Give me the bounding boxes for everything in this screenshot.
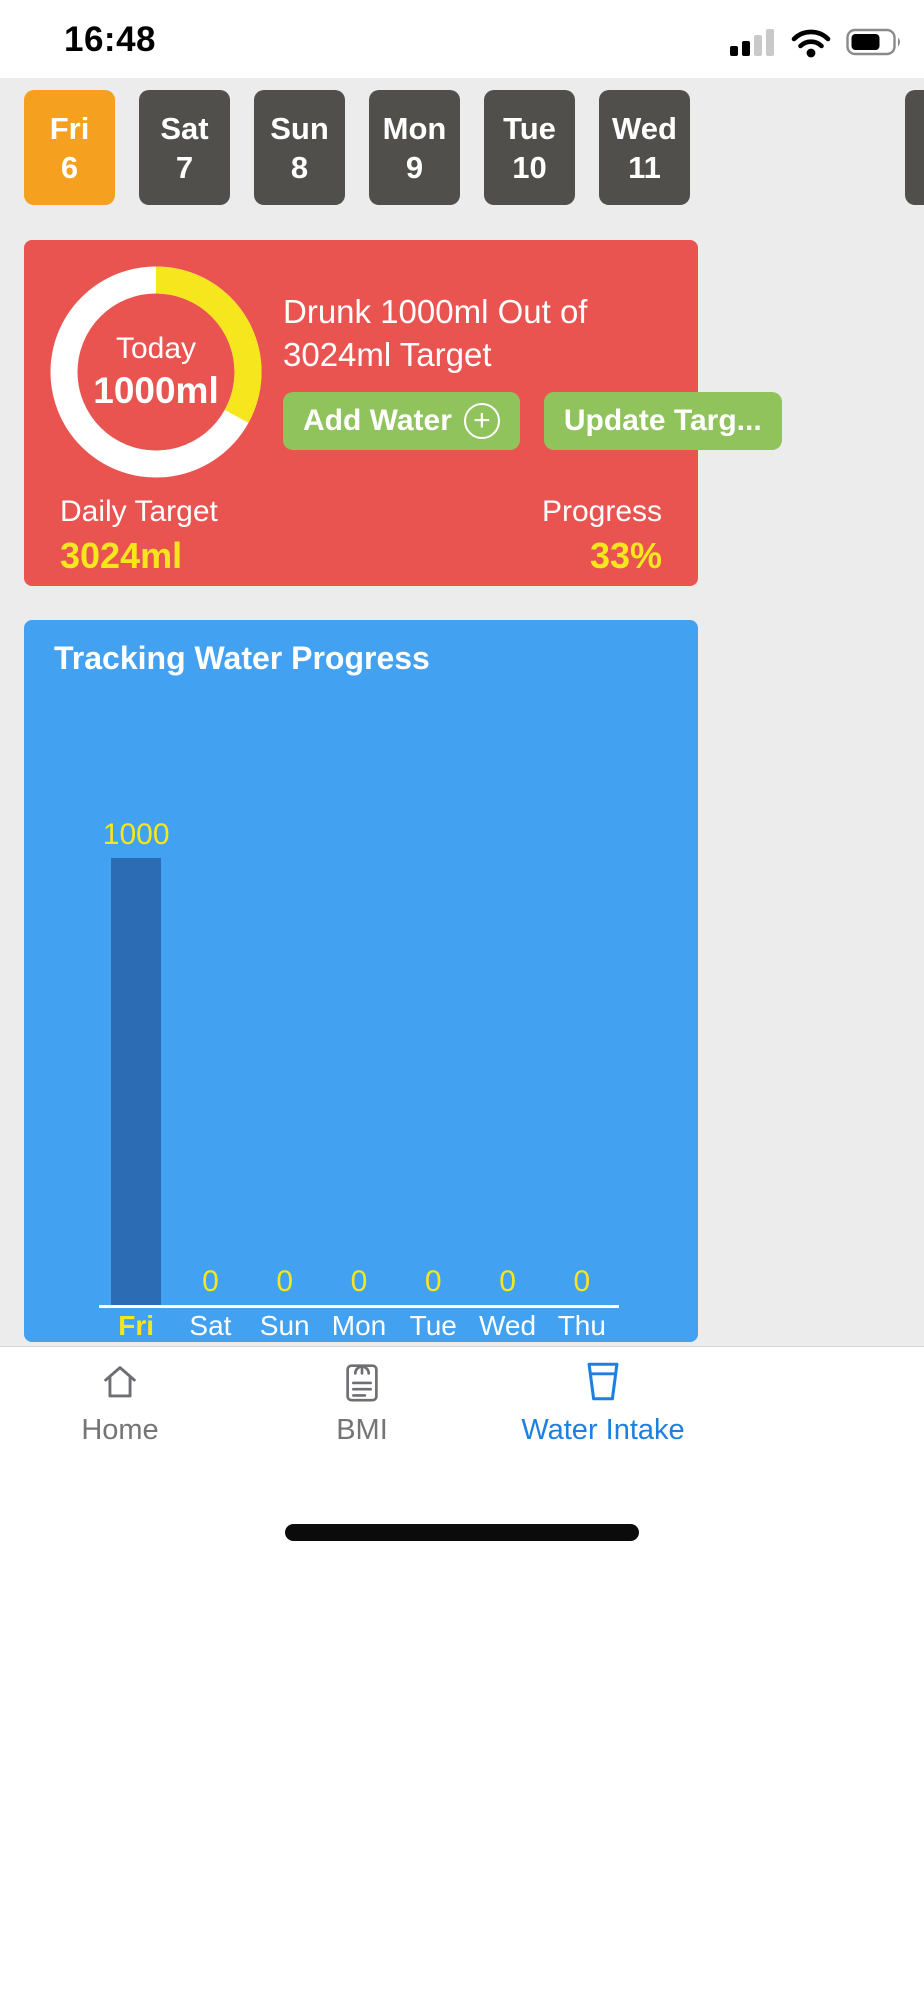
- donut-value: 1000ml: [93, 370, 219, 411]
- add-water-button[interactable]: Add Water +: [283, 392, 520, 450]
- donut-label: Today: [115, 332, 197, 365]
- day-chip-date: 11: [628, 149, 661, 185]
- chart-column-fri: 1000: [99, 805, 173, 1305]
- plus-circle-icon: +: [463, 403, 500, 439]
- day-chip-mon[interactable]: Mon 9: [369, 90, 460, 205]
- tab-bmi-label: BMI: [336, 1414, 388, 1446]
- bar-value-label: 0: [573, 1265, 591, 1298]
- day-chip-weekday: Sun: [270, 110, 329, 146]
- intake-headline: Drunk 1000ml Out of 3024ml Target: [283, 293, 588, 373]
- day-chip-date: 10: [512, 149, 547, 185]
- bar-value-label: 0: [276, 1265, 294, 1298]
- x-axis-label-thu: Thu: [557, 1310, 606, 1341]
- daily-target-label: Daily Target: [60, 495, 218, 528]
- x-axis-label-sat: Sat: [189, 1310, 232, 1341]
- day-chip-tue[interactable]: Tue 10: [484, 90, 575, 205]
- donut-progress-arc: [50, 266, 262, 478]
- add-water-label: Add Water: [303, 404, 452, 437]
- water-summary-card: Today 1000ml Drunk 1000ml Out of 3024ml …: [24, 240, 782, 586]
- update-target-label: Update Targ...: [563, 404, 762, 437]
- day-chip-weekday: Fri: [49, 110, 90, 146]
- day-chip-date: 7: [175, 149, 194, 185]
- x-axis-label-wed: Wed: [479, 1310, 537, 1341]
- status-icons: [730, 26, 904, 58]
- tab-water-intake-label: Water Intake: [521, 1414, 685, 1446]
- bar-value-label: 1000: [102, 818, 170, 851]
- donut-center-text: Today 1000ml: [50, 266, 262, 478]
- day-chip-sat[interactable]: Sat 7: [139, 90, 230, 205]
- bar-value-label: 0: [202, 1265, 219, 1298]
- tab-water-intake[interactable]: Water Intake: [483, 1359, 723, 1447]
- water-progress-chart-card: Tracking Water Progress 1000 0 0 0 0 0 0 Fri Sa…: [24, 620, 698, 1342]
- x-axis-label-mon: Mon: [331, 1310, 387, 1341]
- chart-title: Tracking Water Progress: [54, 640, 430, 676]
- water-progress-donut: Today 1000ml: [50, 266, 262, 478]
- daily-target-value: 3024ml: [60, 535, 183, 576]
- day-chip-sun[interactable]: Sun 8: [254, 90, 345, 205]
- chart-x-labels: Fri Sat Sun Mon Tue Wed Thu: [99, 1312, 619, 1340]
- summary-buttons: Add Water + Update Targ...: [283, 392, 782, 450]
- donut-ring: [50, 266, 262, 478]
- day-chip-wed[interactable]: Wed 11: [599, 90, 690, 205]
- chart-column-sat: 0: [173, 805, 247, 1305]
- bmi-scale-icon: [346, 1364, 378, 1402]
- cellular-signal-icon: [730, 29, 774, 56]
- day-chip-date: 8: [290, 149, 309, 185]
- bar-value-label: 0: [350, 1265, 368, 1298]
- chart-column-tue: 0: [396, 805, 470, 1305]
- chart-column-wed: 0: [470, 805, 544, 1305]
- day-chip-weekday: Mon: [382, 110, 447, 146]
- tab-home[interactable]: Home: [0, 1359, 240, 1447]
- x-axis-label-fri: Fri: [118, 1310, 155, 1341]
- daily-target-stat: Daily Target 3024ml: [60, 495, 218, 577]
- home-icon: [104, 1366, 136, 1398]
- status-time: 16:48: [64, 20, 157, 59]
- chart-column-sun: 0: [248, 805, 322, 1305]
- x-axis-label-sun: Sun: [259, 1310, 310, 1341]
- chart-x-axis-line: [99, 1305, 619, 1308]
- day-chip-date: 9: [405, 149, 424, 185]
- update-target-button[interactable]: Update Targ...: [543, 392, 782, 450]
- bar-value-label: 0: [499, 1265, 516, 1298]
- chart-column-thu: 0: [545, 805, 619, 1305]
- water-cup-icon: [587, 1362, 619, 1401]
- home-indicator[interactable]: [285, 1524, 639, 1541]
- tab-home-label: Home: [81, 1414, 159, 1446]
- progress-label: Progress: [541, 495, 662, 528]
- day-selector[interactable]: Fri 6 Sat 7 Sun 8 Mon 9 Tue 10 Wed 11: [24, 90, 690, 205]
- progress-stat: Progress 33%: [542, 495, 662, 577]
- day-chip-weekday: Sat: [160, 110, 209, 146]
- tab-bar: Home BMI Water Intake: [0, 1346, 924, 1472]
- day-chip-weekday: Tue: [503, 110, 556, 146]
- x-axis-label-tue: Tue: [409, 1310, 457, 1341]
- day-chip-weekday: Wed: [612, 110, 677, 146]
- wifi-icon: [791, 29, 831, 58]
- day-chip-fri[interactable]: Fri 6: [24, 90, 115, 205]
- day-chip-partial[interactable]: [905, 90, 924, 205]
- chart-column-mon: 0: [322, 805, 396, 1305]
- day-chip-date: 6: [60, 149, 79, 185]
- progress-value: 33%: [589, 535, 662, 576]
- chart-bars: 1000 0 0 0 0 0 0: [99, 805, 619, 1305]
- battery-icon: [846, 28, 900, 56]
- tab-bmi[interactable]: BMI: [242, 1359, 482, 1447]
- bar-fri: [111, 858, 162, 1305]
- status-bar: 16:48: [0, 0, 924, 78]
- bar-value-label: 0: [424, 1265, 442, 1298]
